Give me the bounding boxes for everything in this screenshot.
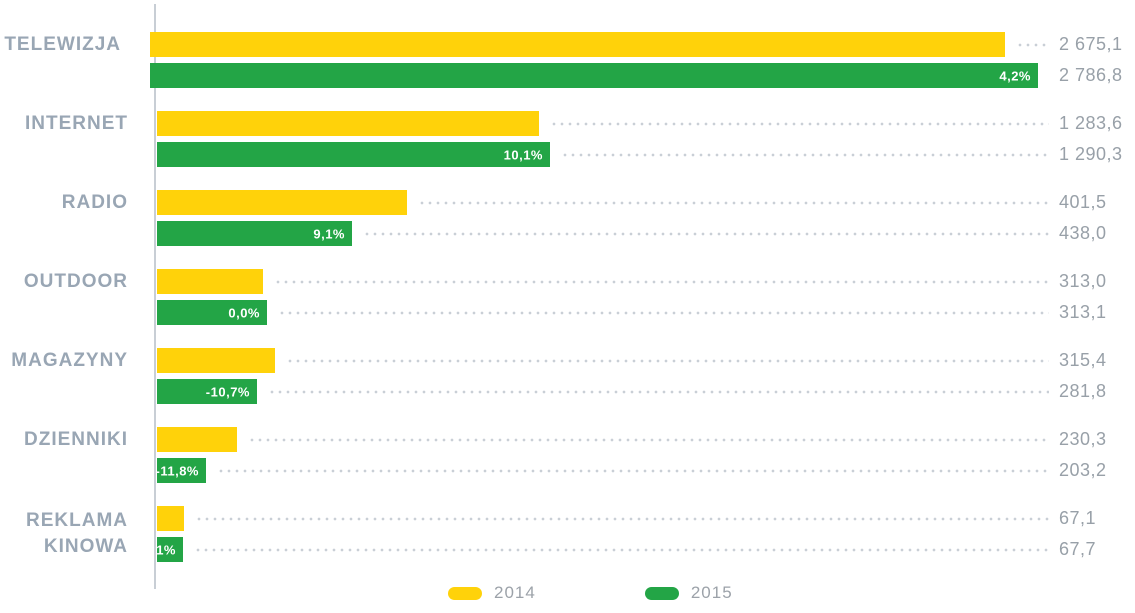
leader-dots [1016,42,1049,47]
leader-dots [561,152,1049,157]
bar-row-2014: 401,5 [157,190,1135,215]
legend-item-2014: 2014 [448,583,536,603]
bar-pair: 1 283,6 10,1% 1 290,3 [157,111,1135,167]
leader-dots [286,358,1049,363]
bar-2014 [157,506,184,531]
chart-group: OUTDOOR 313,0 0,0% 313,1 [0,269,1135,325]
leader-dots [274,279,1049,284]
bar-2015: 0,0% [157,300,267,325]
bar-row-2014: 1 283,6 [157,111,1135,136]
leader-dots [248,437,1049,442]
chart-group: TELEWIZJA 2 675,1 4,2% 2 786,8 [0,32,1135,88]
change-percent-badge: 4,2% [999,68,1031,83]
bar-2015: 9,1% [157,221,352,246]
value-label: 67,7 [1059,539,1097,559]
bar-pair: 2 675,1 4,2% 2 786,8 [150,32,1135,88]
legend-label-2014: 2014 [494,583,536,602]
value-label: 438,0 [1059,223,1107,243]
leader-dots [418,200,1049,205]
bar-2014 [157,269,263,294]
category-label: RADIO [61,191,128,213]
bar-row-2015: 1% 67,7 [156,537,1135,562]
bar-pair: 230,3 -11,8% 203,2 [155,427,1135,483]
leader-dots [550,121,1049,126]
bar-pair: 315,4 -10,7% 281,8 [157,348,1135,404]
category-label: OUTDOOR [23,270,128,292]
chart-groups: TELEWIZJA 2 675,1 4,2% 2 786,8 INTERNET 1 283… [0,32,1135,585]
value-label: 313,0 [1059,271,1107,291]
value-label: 230,3 [1059,429,1107,449]
change-percent-badge: -10,7% [205,384,250,399]
change-percent-badge: 0,0% [228,305,260,320]
chart-group: MAGAZYNY 315,4 -10,7% 281,8 [0,348,1135,404]
leader-dots [195,516,1049,521]
bar-2015: 4,2% [150,63,1038,88]
bar-2015: 10,1% [157,142,550,167]
chart-group: REKLAMA KINOWA 67,1 1% 67,7 [0,506,1135,562]
bar-pair: 401,5 9,1% 438,0 [157,190,1135,246]
bar-row-2015: 10,1% 1 290,3 [157,142,1135,167]
legend-item-2015: 2015 [644,583,733,603]
value-label: 67,1 [1059,508,1097,528]
bar-pair: 67,1 1% 67,7 [156,506,1135,562]
bar-pair: 313,0 0,0% 313,1 [157,269,1135,325]
change-percent-badge: 1% [156,542,176,557]
bar-2014 [157,190,407,215]
chart-group: RADIO 401,5 9,1% 438,0 [0,190,1135,246]
bar-row-2014: 2 675,1 [150,32,1135,57]
category-label: MAGAZYNY [11,349,128,371]
bar-2014 [157,348,275,373]
value-label: 1 290,3 [1059,144,1123,164]
legend-swatch-2015-icon [644,586,679,600]
category-label: TELEWIZJA [4,33,121,55]
chart-group: DZIENNIKI 230,3 -11,8% 203,2 [0,427,1135,483]
change-percent-badge: 10,1% [503,147,543,162]
value-label: 203,2 [1059,460,1107,480]
bar-row-2014: 315,4 [157,348,1135,373]
bar-row-2015: 0,0% 313,1 [157,300,1135,325]
change-percent-badge: -11,8% [155,463,199,478]
bar-2015: 1% [156,537,183,562]
bar-row-2015: -10,7% 281,8 [157,379,1135,404]
leader-dots [363,231,1049,236]
change-percent-badge: 9,1% [313,226,345,241]
value-label: 313,1 [1059,302,1107,322]
leader-dots [194,547,1049,552]
category-label: DZIENNIKI [24,428,128,450]
bar-2015: -11,8% [155,458,206,483]
value-label: 2 786,8 [1059,65,1123,85]
y-axis-line [154,4,156,589]
value-label: 315,4 [1059,350,1107,370]
value-label: 401,5 [1059,192,1107,212]
bar-row-2015: 9,1% 438,0 [157,221,1135,246]
bar-row-2015: 4,2% 2 786,8 [150,63,1135,88]
value-label: 281,8 [1059,381,1107,401]
value-label: 2 675,1 [1059,34,1123,54]
legend-swatch-2014-icon [448,586,482,600]
legend: 2014 2015 [448,583,733,603]
category-label: INTERNET [25,112,128,134]
category-label: REKLAMA KINOWA [26,510,128,557]
value-label: 1 283,6 [1059,113,1123,133]
leader-dots [278,310,1049,315]
legend-label-2015: 2015 [690,583,733,602]
leader-dots [268,389,1049,394]
bar-row-2014: 230,3 [157,427,1135,452]
leader-dots [217,468,1049,473]
chart-group: INTERNET 1 283,6 10,1% 1 290,3 [0,111,1135,167]
bar-2015: -10,7% [157,379,257,404]
bar-2014 [157,427,237,452]
bar-row-2014: 313,0 [157,269,1135,294]
bar-2014 [157,111,539,136]
bar-row-2015: -11,8% 203,2 [155,458,1135,483]
bar-row-2014: 67,1 [157,506,1135,531]
bar-2014 [150,32,1005,57]
